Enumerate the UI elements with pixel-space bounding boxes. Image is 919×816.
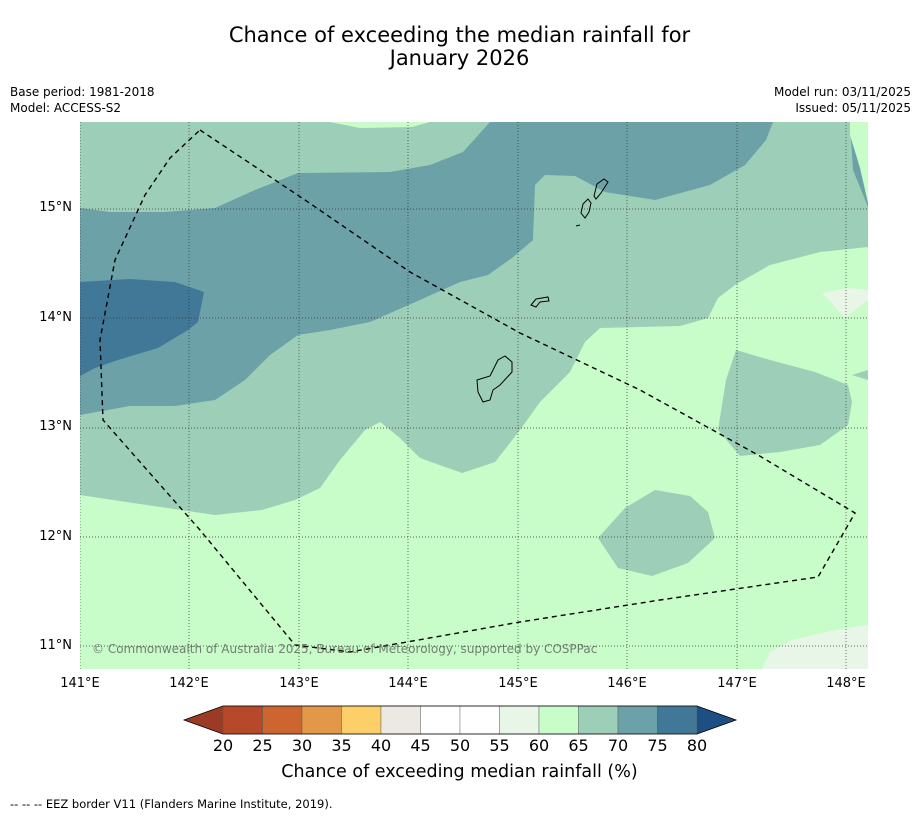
band-65-70-patch-east [718, 350, 852, 456]
band-65-70-right-notch [852, 370, 868, 380]
band-75-80 [80, 279, 204, 376]
graticule [80, 122, 868, 669]
eez-legend-note: -- -- -- EEZ border V11 (Flanders Marine… [10, 797, 333, 811]
copyright-watermark: © Commonwealth of Australia 2025, Bureau… [92, 642, 597, 656]
colorbar-box [380, 705, 421, 735]
colorbar-tick-label: 25 [252, 736, 273, 755]
lat-label-15n: 15°N [39, 200, 72, 215]
lon-label-145e: 145°E [498, 676, 538, 691]
colorbar-tick-label: 30 [291, 736, 313, 755]
colorbar-tick-label: 50 [449, 736, 471, 755]
map-title-line-1: Chance of exceeding the median rainfall … [228, 23, 691, 47]
lat-label-11n: 11°N [39, 638, 72, 653]
colorbar-box [222, 705, 263, 735]
colorbar-box [538, 705, 579, 735]
lon-label-144e: 144°E [388, 676, 428, 691]
rota-island [530, 296, 550, 308]
band-55-60-northeast [822, 288, 868, 318]
colorbar-title: Chance of exceeding median rainfall (%) [281, 762, 638, 782]
lon-label-146e: 146°E [607, 676, 647, 691]
colorbar-box [578, 705, 619, 735]
aguijan-island [575, 224, 581, 227]
lon-label-143e: 143°E [279, 676, 319, 691]
colorbar-box [459, 705, 500, 735]
saipan-island [593, 178, 609, 200]
colorbar-tick-label: 20 [212, 736, 234, 755]
colorbar-box [301, 705, 342, 735]
colorbar-box [420, 705, 461, 735]
lon-label-141e: 141°E [60, 676, 100, 691]
model-name: Model: ACCESS-S2 [10, 101, 122, 115]
lon-label-148e: 148°E [826, 676, 866, 691]
map-title-line-2: January 2026 [389, 46, 530, 70]
lat-label-13n: 13°N [39, 419, 72, 434]
colorbar-box [499, 705, 540, 735]
colorbar-box [341, 705, 382, 735]
colorbar-box [262, 705, 303, 735]
colorbar-tick-label: 65 [568, 736, 589, 755]
colorbar-tick-label: 75 [647, 736, 668, 755]
issued-date: Issued: 05/11/2025 [795, 101, 911, 115]
eez-border [99, 129, 856, 653]
guam-island [476, 355, 513, 403]
colorbar-tick-label: 60 [528, 736, 550, 755]
band-55-60-southeast [762, 625, 868, 669]
colorbar-under-arrow [184, 706, 223, 734]
map-panel: © Commonwealth of Australia 2025, Bureau… [80, 122, 868, 669]
band-60-65-top-strip [330, 122, 430, 128]
tinian-island [580, 198, 592, 219]
colorbar-tick-label: 70 [607, 736, 629, 755]
colorbar-tick-label: 45 [410, 736, 431, 755]
islands [476, 178, 609, 403]
colorbar-tick-label: 80 [686, 736, 708, 755]
colorbar-tick-label: 40 [370, 736, 392, 755]
colorbar [182, 705, 738, 735]
base-period: Base period: 1981-2018 [10, 85, 155, 99]
colorbar-box [657, 705, 698, 735]
colorbar-tick-label: 35 [331, 736, 352, 755]
colorbar-tick-label: 55 [489, 736, 510, 755]
lon-label-147e: 147°E [717, 676, 757, 691]
lat-label-12n: 12°N [39, 529, 72, 544]
lon-label-142e: 142°E [169, 676, 209, 691]
colorbar-over-arrow [697, 706, 736, 734]
band-70-75 [80, 122, 773, 415]
colorbar-box [617, 705, 658, 735]
band-60-65-top-right [850, 122, 868, 203]
model-run: Model run: 03/11/2025 [773, 85, 911, 99]
lat-label-14n: 14°N [39, 310, 72, 325]
